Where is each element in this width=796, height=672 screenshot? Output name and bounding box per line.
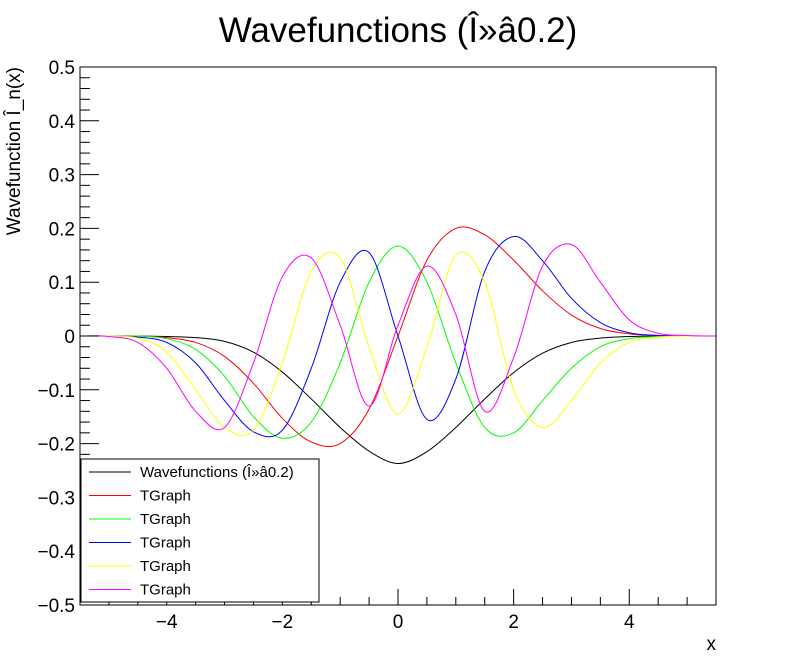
legend-label-1: TGraph [140,488,191,505]
y-tick-label: −0.1 [37,381,75,402]
y-axis-title: Wavefunction Î_n(x) [3,67,25,235]
legend-label-2: TGraph [140,511,191,528]
legend-label-3: TGraph [140,535,191,552]
x-tick-label: 4 [624,612,635,633]
legend: Wavefunctions (Î»â0.2) TGraph TGraph TGraph… [80,458,320,603]
y-axis: −0.5 −0.4 −0.3 −0.2 −0.1 0 0.1 0.2 0.3 0.4 0.5 [37,58,99,617]
legend-box [80,458,320,603]
y-tick-label: 0.4 [49,112,76,133]
x-tick-label: −2 [272,612,294,633]
legend-label-4: TGraph [140,558,191,575]
x-tick-label: 0 [393,612,404,633]
chart-title: Wavefunctions (Î»â0.2) [219,11,578,50]
y-tick-label: 0 [64,327,75,348]
legend-label-0: Wavefunctions (Î»â0.2) [140,464,294,481]
y-tick-label: −0.5 [37,596,75,617]
series-line-3 [79,235,717,438]
y-tick-label: −0.4 [37,542,75,563]
y-tick-label: 0.5 [49,58,75,79]
y-tick-label: −0.3 [37,488,75,509]
y-tick-label: 0.3 [49,166,75,187]
y-tick-label: 0.2 [49,219,75,240]
series-line-0 [80,335,716,465]
legend-label-5: TGraph [140,582,191,599]
x-axis-title: x [707,634,717,655]
series-curves [79,226,717,465]
x-tick-label: 2 [508,612,519,633]
series-line-4 [79,251,717,437]
y-tick-label: 0.1 [49,273,75,294]
series-line-2 [80,245,717,439]
x-tick-label: −4 [156,612,178,633]
y-tick-label: −0.2 [37,435,75,456]
series-line-5 [79,243,717,431]
